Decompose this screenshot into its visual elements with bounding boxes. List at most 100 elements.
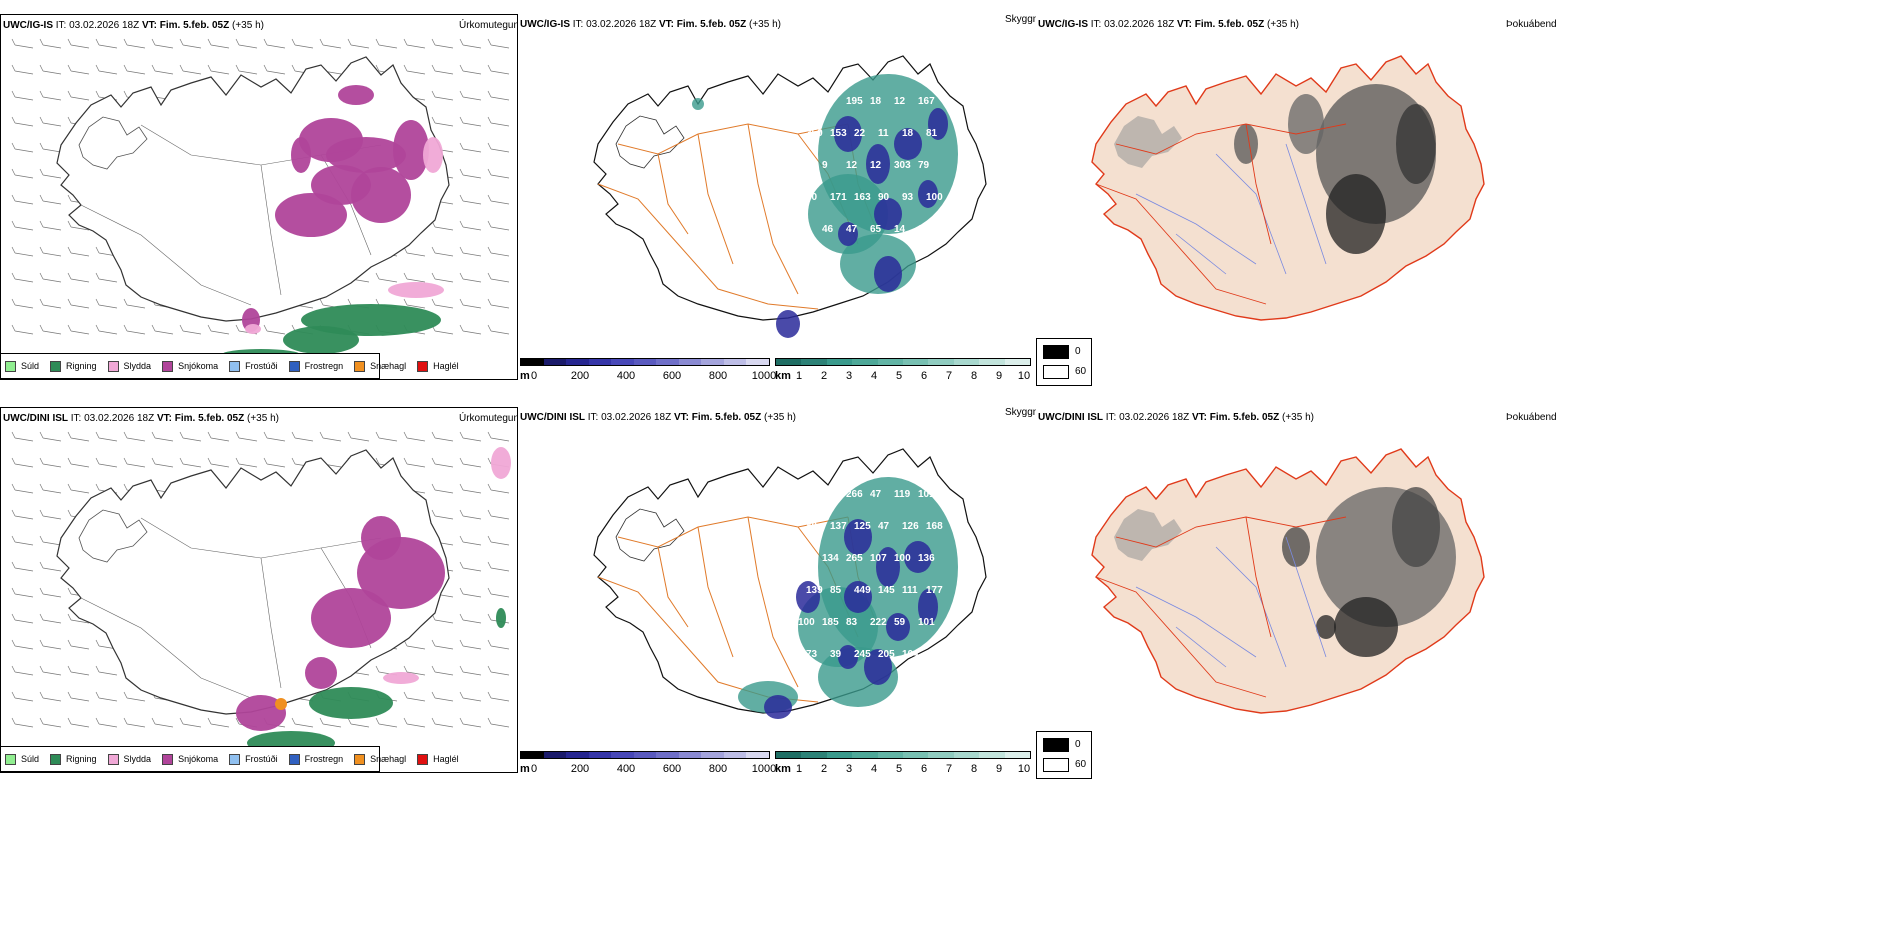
wind-barb-flag xyxy=(95,483,100,491)
legend-item: Haglél xyxy=(417,360,459,372)
wind-barb-flag xyxy=(179,717,184,725)
wind-barb xyxy=(70,70,90,75)
precip-area xyxy=(351,167,411,223)
legend-label: Snjókoma xyxy=(178,361,219,371)
wind-barb xyxy=(14,252,34,257)
wind-barb-flag xyxy=(347,38,352,46)
ceiling-tick: 800 xyxy=(708,763,728,775)
it-value: 03.02.2026 18Z xyxy=(1104,19,1175,30)
visibility-area xyxy=(692,98,704,110)
legend-item: Rigning xyxy=(50,360,97,372)
model-name: UWC/DINI ISL xyxy=(3,413,68,424)
visibility-colorbar: km 1 2 3 4 5 6 7 8 9 10 xyxy=(775,358,1031,392)
wind-barb-flag xyxy=(207,324,212,332)
legend-swatch xyxy=(354,753,366,765)
legend-item: Frostregn xyxy=(288,753,343,765)
panel-title: UWC/DINI ISL IT: 03.02.2026 18Z VT: Fim.… xyxy=(1038,412,1314,423)
visibility-tick: 9 xyxy=(995,763,1003,775)
wind-barb xyxy=(434,278,454,283)
wind-barb xyxy=(462,252,482,257)
wind-barb xyxy=(126,697,146,702)
wind-barb xyxy=(70,437,90,442)
wind-barb-flag xyxy=(67,483,72,491)
wind-barb xyxy=(406,671,426,676)
legend-item: Frostúði xyxy=(229,753,278,765)
wind-barb xyxy=(490,96,510,101)
wind-barb-flag xyxy=(11,194,16,202)
wind-barb xyxy=(14,645,34,650)
precip-legend: Súld Rigning Slydda Snjókoma Frostúði Frostre… xyxy=(0,746,459,772)
ceiling-value-label: 10 xyxy=(926,649,938,660)
fog-index-map: UWC/IG-IS IT: 03.02.2026 18Z VT: Fim. 5.… xyxy=(1036,14,1556,344)
wind-barb xyxy=(42,96,62,101)
wind-barb-flag xyxy=(291,431,296,439)
wind-barb xyxy=(14,671,34,676)
ceiling-value-label: 303 xyxy=(894,160,911,171)
wind-barb-flag xyxy=(95,90,100,98)
wind-barb-flag xyxy=(459,194,464,202)
wind-barb-flag xyxy=(207,431,212,439)
ceiling-tick: 400 xyxy=(616,370,636,382)
wind-barb xyxy=(126,437,146,442)
wind-barb xyxy=(210,44,230,49)
wind-barb xyxy=(490,200,510,205)
ceiling-value-label: 12 xyxy=(846,160,858,171)
legend-label: Rigning xyxy=(66,361,97,371)
legend-label: Slydda xyxy=(123,361,152,371)
wind-barb-flag xyxy=(11,535,16,543)
legend-item: Snjókoma xyxy=(162,753,218,765)
wind-barb-flag xyxy=(403,665,408,673)
fog-area xyxy=(1234,124,1258,164)
wind-barb-flag xyxy=(487,194,492,202)
wind-barb-flag xyxy=(403,298,408,306)
wind-barb-flag xyxy=(11,717,16,725)
wind-barb-flag xyxy=(67,116,72,124)
ceiling-area xyxy=(866,144,890,184)
ceiling-area xyxy=(844,519,872,555)
wind-barb-flag xyxy=(487,116,492,124)
wind-barb-flag xyxy=(39,717,44,725)
lead-time: (+35 h) xyxy=(1267,19,1299,30)
wind-barb xyxy=(434,645,454,650)
wind-barb-flag xyxy=(487,587,492,595)
wind-barb xyxy=(70,96,90,101)
wind-barb xyxy=(126,70,146,75)
wind-barb-flag xyxy=(11,90,16,98)
ceiling-colorbar-strip xyxy=(520,358,770,366)
ceiling-value-label: 177 xyxy=(926,585,943,596)
ceiling-value-label: 190 xyxy=(798,489,815,500)
wind-barb xyxy=(406,437,426,442)
wind-barb-flag xyxy=(263,324,268,332)
wind-barb-flag xyxy=(39,116,44,124)
wind-barb-flag xyxy=(11,483,16,491)
wind-barb xyxy=(14,619,34,624)
wind-barb xyxy=(406,252,426,257)
ceiling-value-label: 18 xyxy=(902,128,914,139)
wind-barb xyxy=(154,463,174,468)
ceiling-tick: 0 xyxy=(530,370,538,382)
roads xyxy=(1095,123,1347,305)
fog-legend-value: 60 xyxy=(1075,759,1087,770)
ceiling-area xyxy=(834,116,862,152)
wind-barb xyxy=(42,593,62,598)
wind-barb-flag xyxy=(11,246,16,254)
wind-barb-flag xyxy=(11,613,16,621)
wind-barb-flag xyxy=(207,457,212,465)
wind-barb xyxy=(490,489,510,494)
panel-product-name: Þokuábendi xyxy=(1506,412,1556,423)
wind-barb xyxy=(42,463,62,468)
ceiling-value-label: 136 xyxy=(918,553,935,564)
wind-barb xyxy=(490,278,510,283)
precip-area xyxy=(338,85,374,105)
legend-item: Rigning xyxy=(50,753,97,765)
ceiling-value-label: 111 xyxy=(902,585,918,596)
precip-map-canvas xyxy=(11,431,511,766)
precip-area xyxy=(311,588,391,648)
wind-barb-flag xyxy=(459,246,464,254)
wind-barb xyxy=(70,44,90,49)
westfjords-outline xyxy=(78,509,148,563)
wind-barb-flag xyxy=(11,587,16,595)
wind-barb-flag xyxy=(95,38,100,46)
wind-barb-flag xyxy=(39,613,44,621)
precip-area xyxy=(388,282,444,298)
